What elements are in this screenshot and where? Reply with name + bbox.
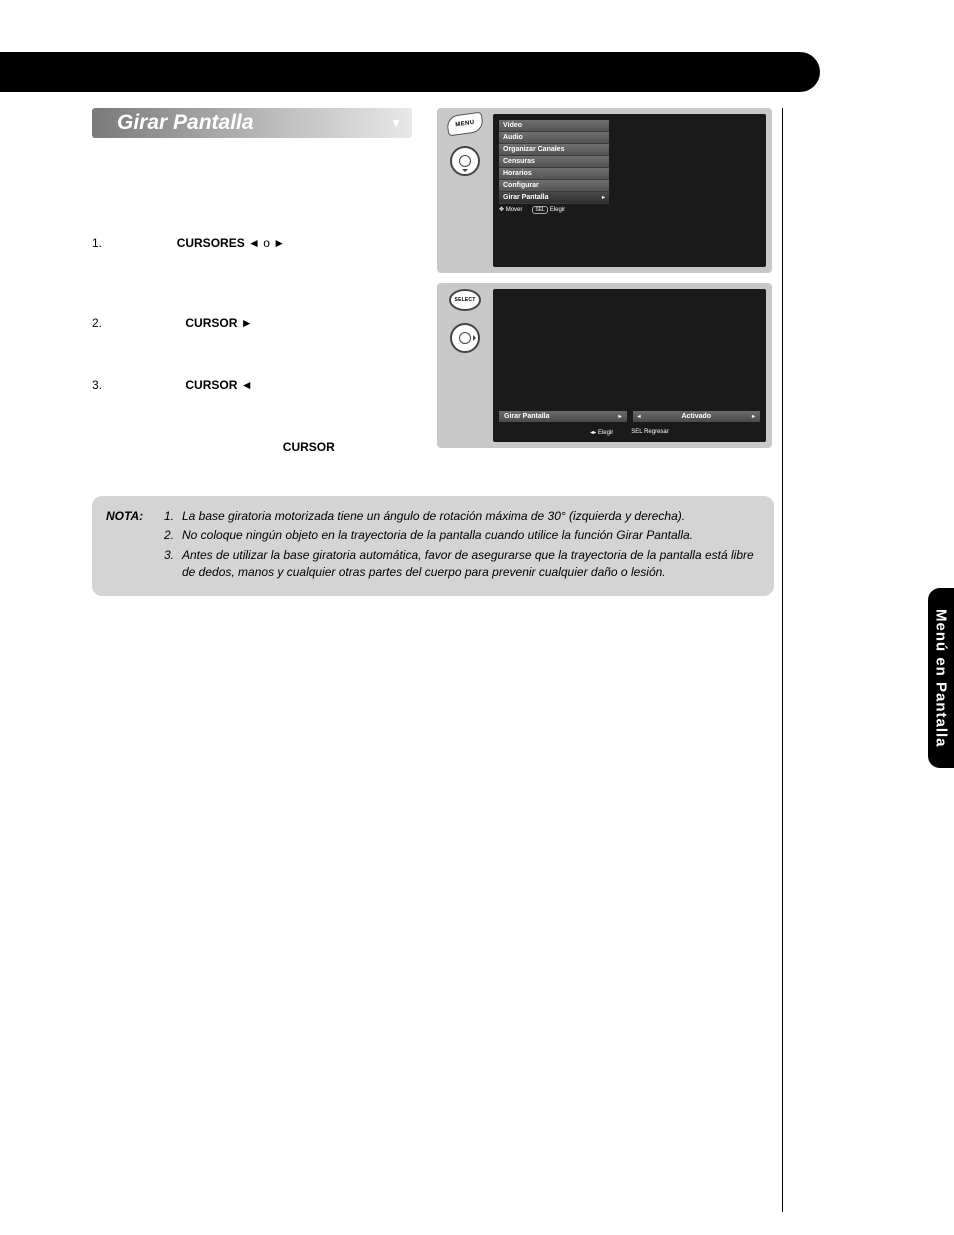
step-item: 1. Utilice los CURSORES ◄ o ► para elegi… (92, 234, 412, 288)
osd-menu-item: Horarios (499, 168, 609, 180)
osd-menu-item: Censuras (499, 156, 609, 168)
step-number (92, 438, 122, 474)
osd-menu-item: Organizar Canales (499, 144, 609, 156)
step-item: 2. Presione el CURSOR ► para girar la pa… (92, 314, 412, 350)
arrow-right-icon: ► (241, 314, 253, 332)
osd-hint-select: ◂▸ Elegir (590, 429, 613, 436)
osd-setting-label: Girar Pantalla ▸ (499, 411, 627, 422)
step-text: Presione el CURSOR ◄ para girar la panta… (122, 376, 412, 412)
chevron-right-icon: ▸ (752, 413, 755, 420)
osd-hint-select: SELElegir (532, 206, 565, 214)
content-area: Girar Pantalla ▼ Seleccione Girar Pantal… (92, 108, 772, 478)
tv-screenshot-1: MENU Vídeo Audio Organizar Canales Censu… (437, 108, 772, 273)
note-items: 1. La base giratoria motorizada tiene un… (164, 508, 760, 584)
osd-hint-move: ✥ Mover (499, 206, 522, 214)
section-title-bar: Girar Pantalla ▼ (92, 108, 412, 138)
step-text: Presione el CURSOR ► para girar la panta… (122, 314, 412, 350)
chapter-header-bar (0, 52, 820, 92)
remote-buttons: MENU (443, 114, 487, 176)
remote-buttons: SELECT (443, 289, 487, 353)
osd-setting-row: Girar Pantalla ▸ ◂ Activado ▸ (499, 411, 760, 422)
side-tab-label: Menú en Pantalla (933, 609, 950, 748)
note-item: 2. No coloque ningún objeto en la trayec… (164, 527, 760, 544)
osd-menu-item-selected: Girar Pantalla ▸ (499, 192, 609, 204)
step-item: Deje de presionar el botón de CURSOR cua… (92, 438, 412, 474)
arrow-left-right-icon: ◄ o ► (248, 234, 285, 252)
chevron-left-icon: ◂ (638, 413, 641, 420)
step-number: 3. (92, 376, 122, 412)
osd-menu-item: Vídeo (499, 120, 609, 132)
intro-paragraph: Seleccione Girar Pantalla para activar l… (92, 158, 412, 208)
dpad-down-icon (450, 146, 480, 176)
osd-hint-back: SEL Regresar (631, 429, 668, 436)
osd-menu-item: Audio (499, 132, 609, 144)
note-label: NOTA: (106, 508, 158, 584)
select-button-icon: SELECT (449, 289, 481, 311)
osd-menu-list: Vídeo Audio Organizar Canales Censuras H… (499, 120, 609, 216)
note-box: NOTA: 1. La base giratoria motorizada ti… (92, 496, 774, 596)
note-item: 3. Antes de utilizar la base giratoria a… (164, 547, 760, 582)
osd-setting-value: ◂ Activado ▸ (633, 411, 761, 422)
side-tab: Menú en Pantalla (928, 588, 954, 768)
tv-screen: Girar Pantalla ▸ ◂ Activado ▸ ◂▸ Elegir … (493, 289, 766, 442)
arrow-left-icon: ◄ (241, 376, 253, 394)
osd-hint-row: ◂▸ Elegir SEL Regresar (499, 429, 760, 436)
menu-button-icon: MENU (446, 112, 484, 137)
chevron-right-icon: ▸ (618, 413, 621, 420)
chevron-right-icon: ▸ (602, 194, 605, 201)
step-number: 2. (92, 314, 122, 350)
step-number: 1. (92, 234, 122, 288)
step-text: Utilice los CURSORES ◄ o ► para elegir e… (122, 234, 412, 288)
steps-list: 1. Utilice los CURSORES ◄ o ► para elegi… (92, 234, 412, 474)
dpad-right-icon (450, 323, 480, 353)
vertical-divider (782, 108, 783, 1212)
tv-screen: Vídeo Audio Organizar Canales Censuras H… (493, 114, 766, 267)
triangle-down-icon: ▼ (390, 116, 402, 130)
step-item: 3. Presione el CURSOR ◄ para girar la pa… (92, 376, 412, 412)
step-text: Deje de presionar el botón de CURSOR cua… (122, 438, 412, 474)
tv-screenshot-2: SELECT Girar Pantalla ▸ ◂ Activado ▸ ◂▸ … (437, 283, 772, 448)
osd-hint-row: ✥ Mover SELElegir (499, 204, 609, 216)
section-title: Girar Pantalla (117, 111, 254, 135)
osd-menu-item: Configurar (499, 180, 609, 192)
note-item: 1. La base giratoria motorizada tiene un… (164, 508, 760, 525)
page-number: 61 (756, 1206, 769, 1220)
